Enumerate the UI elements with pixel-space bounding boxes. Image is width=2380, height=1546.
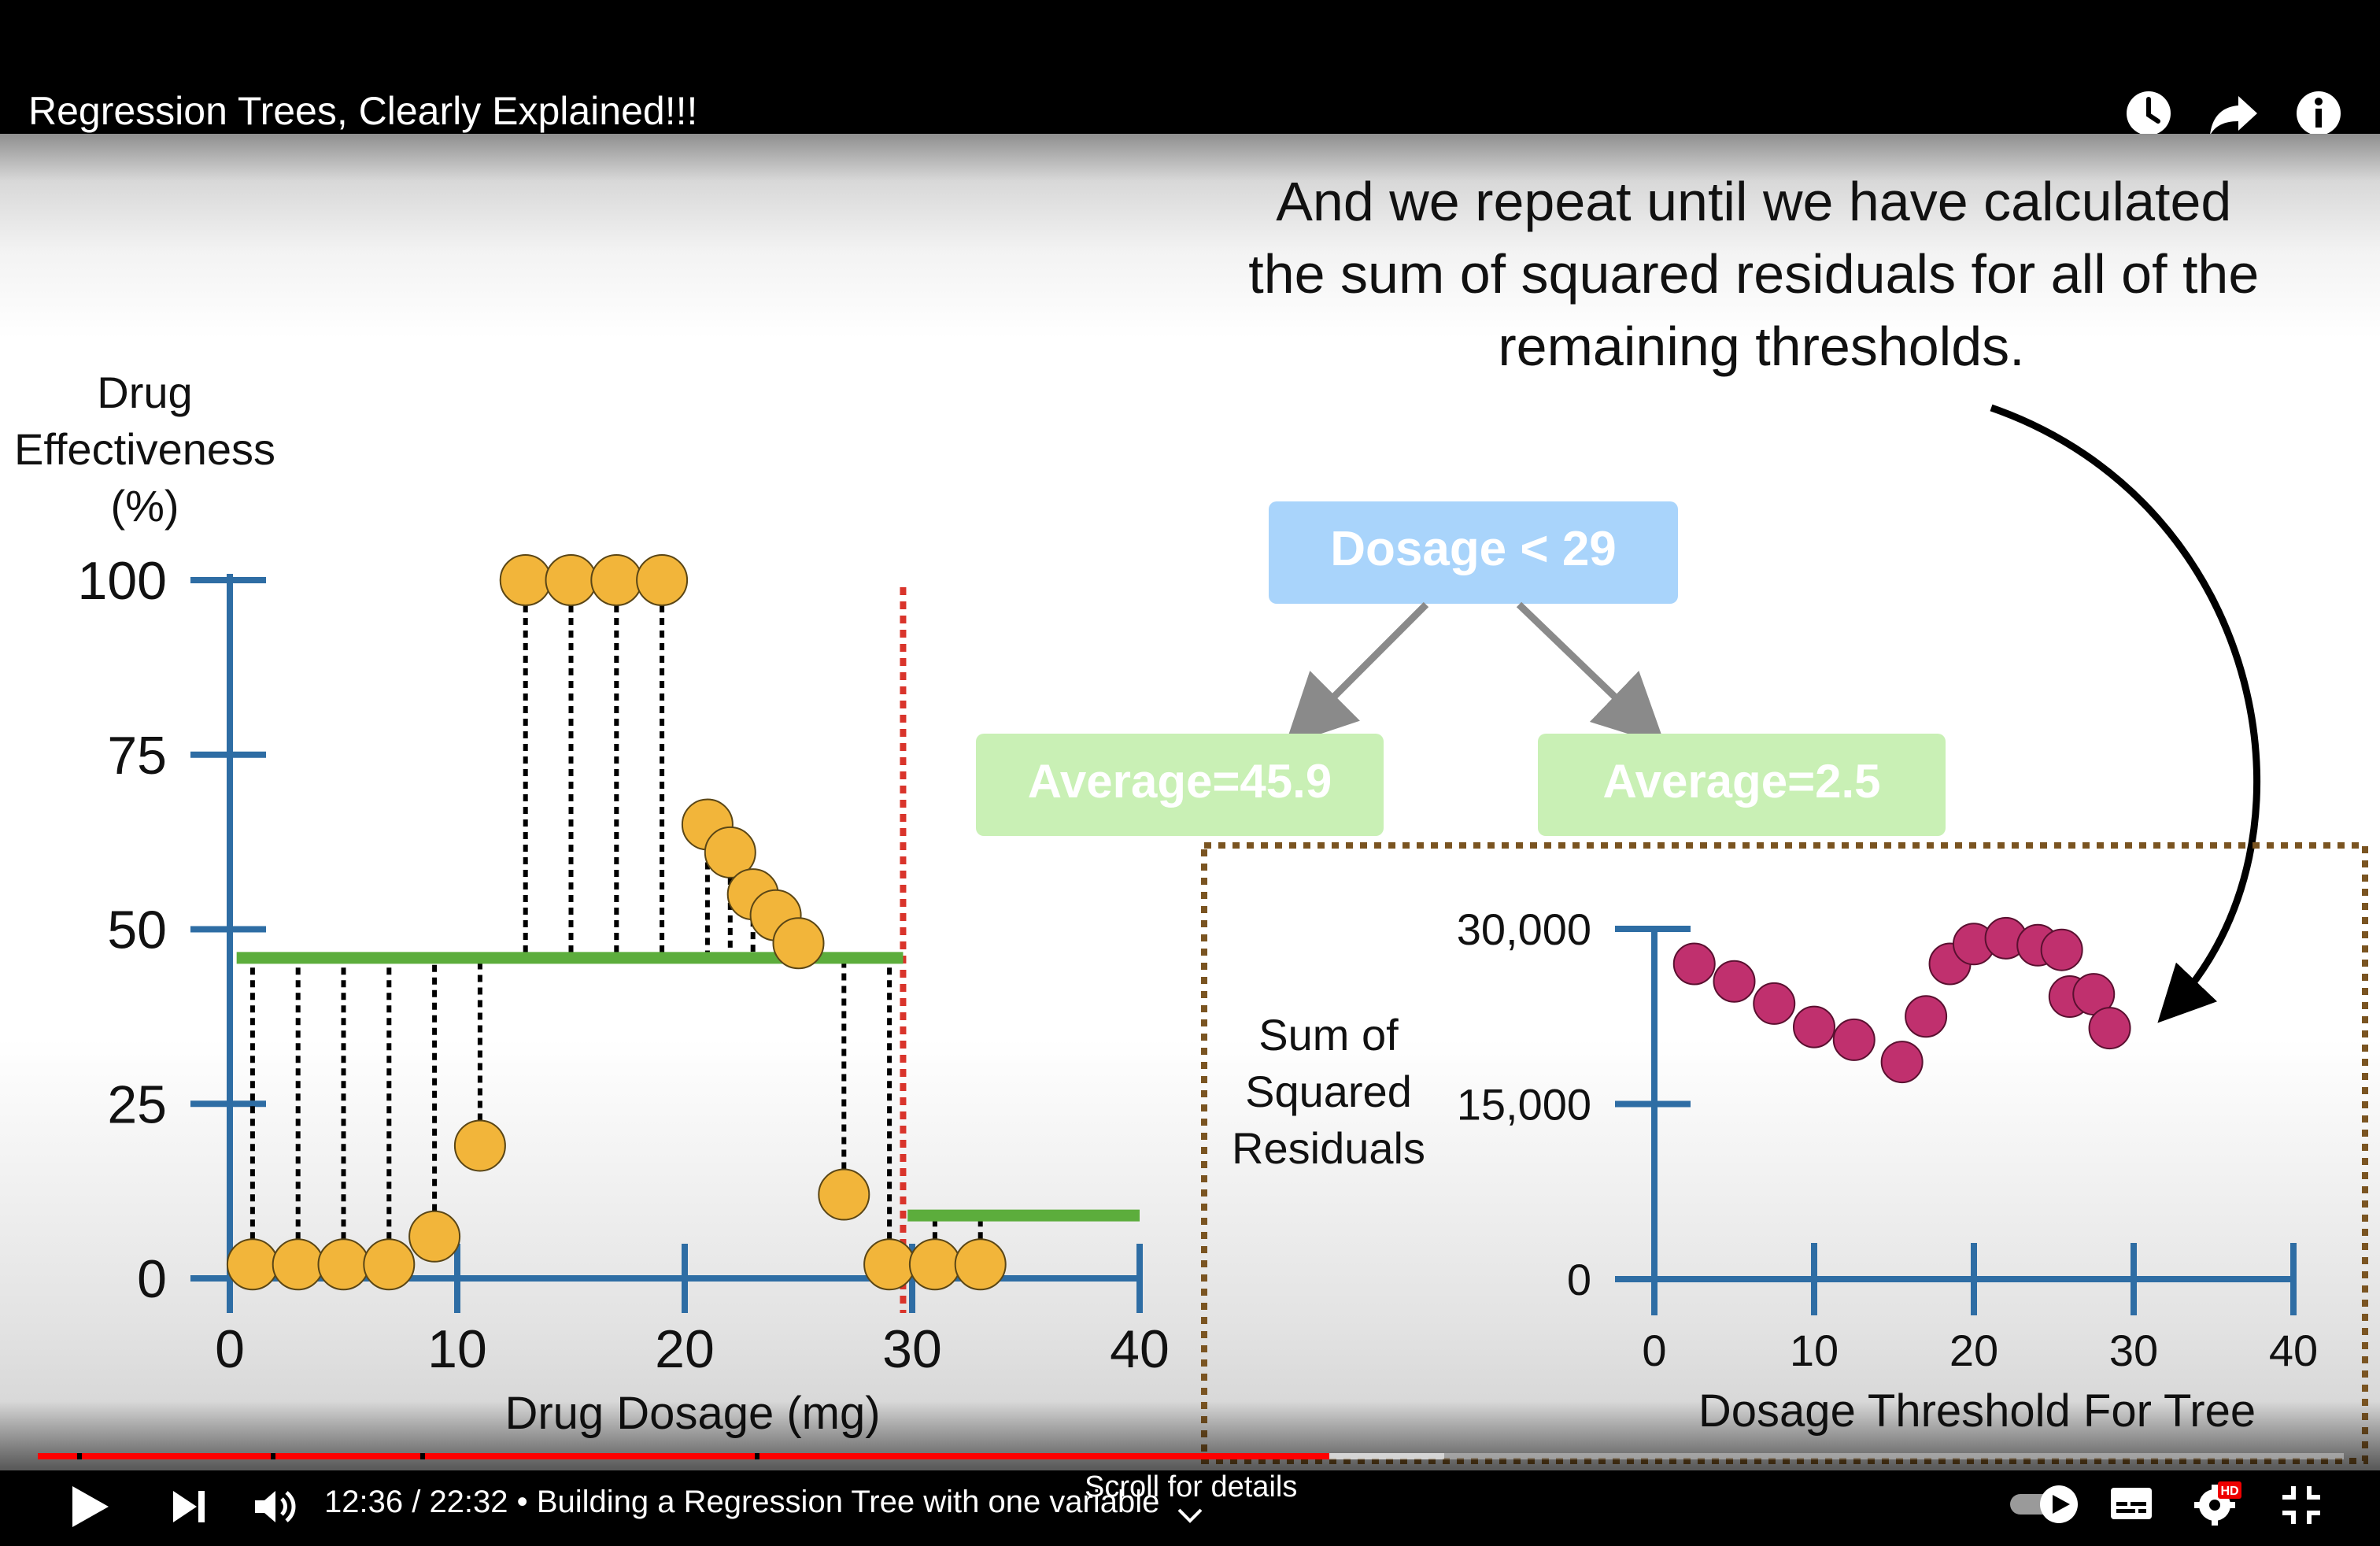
y-tick-label: 0	[137, 1249, 167, 1309]
data-point	[453, 1119, 506, 1172]
x-tick-label: 10	[427, 1319, 487, 1379]
ssr-point	[2040, 928, 2083, 971]
data-point	[863, 1238, 916, 1291]
next-icon[interactable]	[168, 1486, 209, 1527]
ssr-point	[1793, 1005, 1835, 1049]
fullscreen-exit-icon[interactable]	[2281, 1485, 2322, 1526]
info-icon[interactable]	[2293, 88, 2344, 139]
caption-line-3: remaining thresholds.	[1498, 316, 2024, 377]
x-tick-label: 0	[215, 1319, 245, 1379]
y-axis-label-line: Effectiveness	[14, 424, 275, 474]
subtitles-icon[interactable]	[2109, 1485, 2153, 1522]
tree-right-leaf-label: Average=2.5	[1602, 755, 1880, 808]
x-tick-label: 10	[1790, 1326, 1839, 1375]
x-tick-label: 20	[1949, 1326, 1998, 1375]
y-axis-label-line: Drug	[97, 368, 192, 417]
chapter-marker	[270, 1453, 275, 1459]
share-icon[interactable]	[2208, 88, 2259, 139]
y-tick-label: 100	[78, 551, 167, 611]
y-axis-label-line: (%)	[110, 481, 179, 531]
tree-root-box	[1269, 501, 1678, 604]
data-point	[272, 1238, 324, 1291]
y-tick-label: 75	[107, 726, 167, 786]
video-frame[interactable]: And we repeat until we have calculated t…	[0, 134, 2380, 1470]
data-point	[818, 1168, 870, 1221]
chapter-separator: •	[516, 1485, 528, 1519]
caption-line-2: the sum of squared residuals for all of …	[1248, 243, 2259, 305]
time-and-chapter[interactable]: 12:36 / 22:32 • Building a Regression Tr…	[324, 1485, 1159, 1520]
data-point	[226, 1238, 279, 1291]
data-point	[499, 554, 552, 606]
ssr-point	[1753, 982, 1796, 1025]
x-tick-label: 40	[1110, 1319, 1170, 1379]
video-title[interactable]: Regression Trees, Clearly Explained!!!	[28, 89, 698, 133]
chapter-marker	[76, 1453, 82, 1459]
tree-right-edge	[1516, 601, 1665, 745]
volume-icon[interactable]	[250, 1483, 298, 1530]
watch-later-icon[interactable]	[2123, 88, 2174, 139]
chapter-marker	[755, 1453, 760, 1459]
y-tick-label: 50	[107, 901, 167, 960]
time-display: 12:36 / 22:32	[324, 1485, 508, 1519]
play-icon[interactable]	[69, 1483, 112, 1530]
hd-badge: HD	[2220, 1485, 2238, 1498]
slide-canvas: And we repeat until we have calculated t…	[14, 171, 2368, 1464]
video-top-bar	[0, 0, 2380, 134]
x-tick-label: 20	[655, 1319, 715, 1379]
data-point	[954, 1238, 1007, 1291]
tree-right-leaf-box	[1538, 734, 1946, 836]
chapter-marker	[420, 1453, 426, 1459]
settings-icon[interactable]: HD	[2193, 1480, 2241, 1529]
y-tick-label: 25	[107, 1074, 167, 1134]
caption-arrow	[1990, 404, 2261, 1023]
data-point	[317, 1238, 370, 1291]
autoplay-toggle[interactable]	[2007, 1480, 2089, 1529]
data-point	[363, 1238, 416, 1291]
ssr-point	[1905, 995, 1948, 1038]
tree-left-edge	[1284, 601, 1429, 746]
tree-left-leaf-box	[976, 734, 1384, 836]
data-point	[408, 1210, 461, 1263]
chapter-title[interactable]: Building a Regression Tree with one vari…	[536, 1485, 1160, 1519]
slide-caption: And we repeat until we have calculated t…	[1248, 171, 2274, 377]
data-point	[704, 826, 756, 878]
y-axis-label-line: Squared	[1245, 1067, 1412, 1116]
ssr-point	[1832, 1018, 1876, 1061]
ssr-point	[1713, 960, 1756, 1003]
y-tick-label: 30,000	[1457, 904, 1591, 954]
ssr-point	[1672, 942, 1716, 986]
data-point	[545, 554, 597, 606]
ssr-point	[1880, 1041, 1924, 1084]
progress-played	[38, 1453, 1329, 1459]
player-controls	[0, 1470, 2380, 1546]
y-axis-label-line: Residuals	[1232, 1123, 1425, 1173]
scroll-for-details[interactable]: Scroll for details	[1085, 1470, 1298, 1503]
x-tick-label: 30	[2109, 1326, 2158, 1375]
y-tick-label: 15,000	[1457, 1080, 1591, 1130]
tree-left-leaf-label: Average=45.9	[1028, 755, 1332, 808]
chevron-down-icon[interactable]	[1176, 1507, 1204, 1526]
y-axis-label-line: Sum of	[1258, 1010, 1399, 1060]
x-tick-label: 0	[1642, 1326, 1666, 1375]
caption-line-1: And we repeat until we have calculated	[1276, 171, 2231, 232]
data-point	[772, 917, 825, 970]
tree-root-label: Dosage < 29	[1330, 522, 1617, 576]
ssr-point	[2088, 1007, 2131, 1050]
x-tick-label: 30	[882, 1319, 942, 1379]
y-tick-label: 0	[1567, 1255, 1591, 1304]
x-tick-label: 40	[2269, 1326, 2318, 1375]
data-point	[636, 554, 689, 606]
data-point	[590, 554, 643, 606]
data-point	[908, 1238, 961, 1291]
